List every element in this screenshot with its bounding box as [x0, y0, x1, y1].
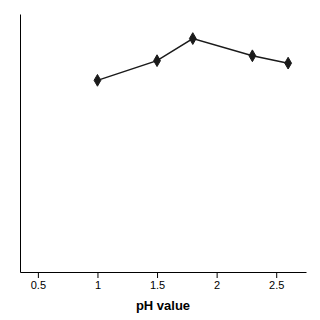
x-tick-label: 0.5 [31, 279, 46, 291]
x-tick-mark [38, 272, 39, 278]
x-tick: 0.5 [31, 272, 46, 291]
x-tick-mark [217, 272, 218, 278]
plot: 0.5 1 1.5 2 2.5 pH value [21, 15, 307, 314]
x-axis-line [21, 272, 307, 273]
chart: 0.5 1 1.5 2 2.5 pH value [0, 0, 320, 320]
marker [249, 50, 256, 62]
marker [189, 33, 196, 45]
x-tick: 2.5 [269, 272, 284, 291]
y-axis [20, 15, 21, 273]
x-axis: 0.5 1 1.5 2 2.5 [21, 272, 307, 291]
x-tick-label: 1 [95, 279, 101, 291]
marks [94, 33, 291, 87]
x-tick-label: 2.5 [269, 279, 284, 291]
y-axis-line [20, 15, 21, 273]
x-tick: 1.5 [150, 272, 165, 291]
marker [285, 57, 292, 69]
marker [154, 55, 161, 67]
x-tick-mark [157, 272, 158, 278]
x-tick-label: 2 [214, 279, 220, 291]
x-tick-mark [276, 272, 277, 278]
x-tick-mark [97, 272, 98, 278]
x-tick: 1 [95, 272, 101, 291]
x-axis-title: pH value [136, 298, 190, 313]
marker [94, 74, 101, 86]
x-tick-label: 1.5 [150, 279, 165, 291]
x-tick: 2 [214, 272, 220, 291]
